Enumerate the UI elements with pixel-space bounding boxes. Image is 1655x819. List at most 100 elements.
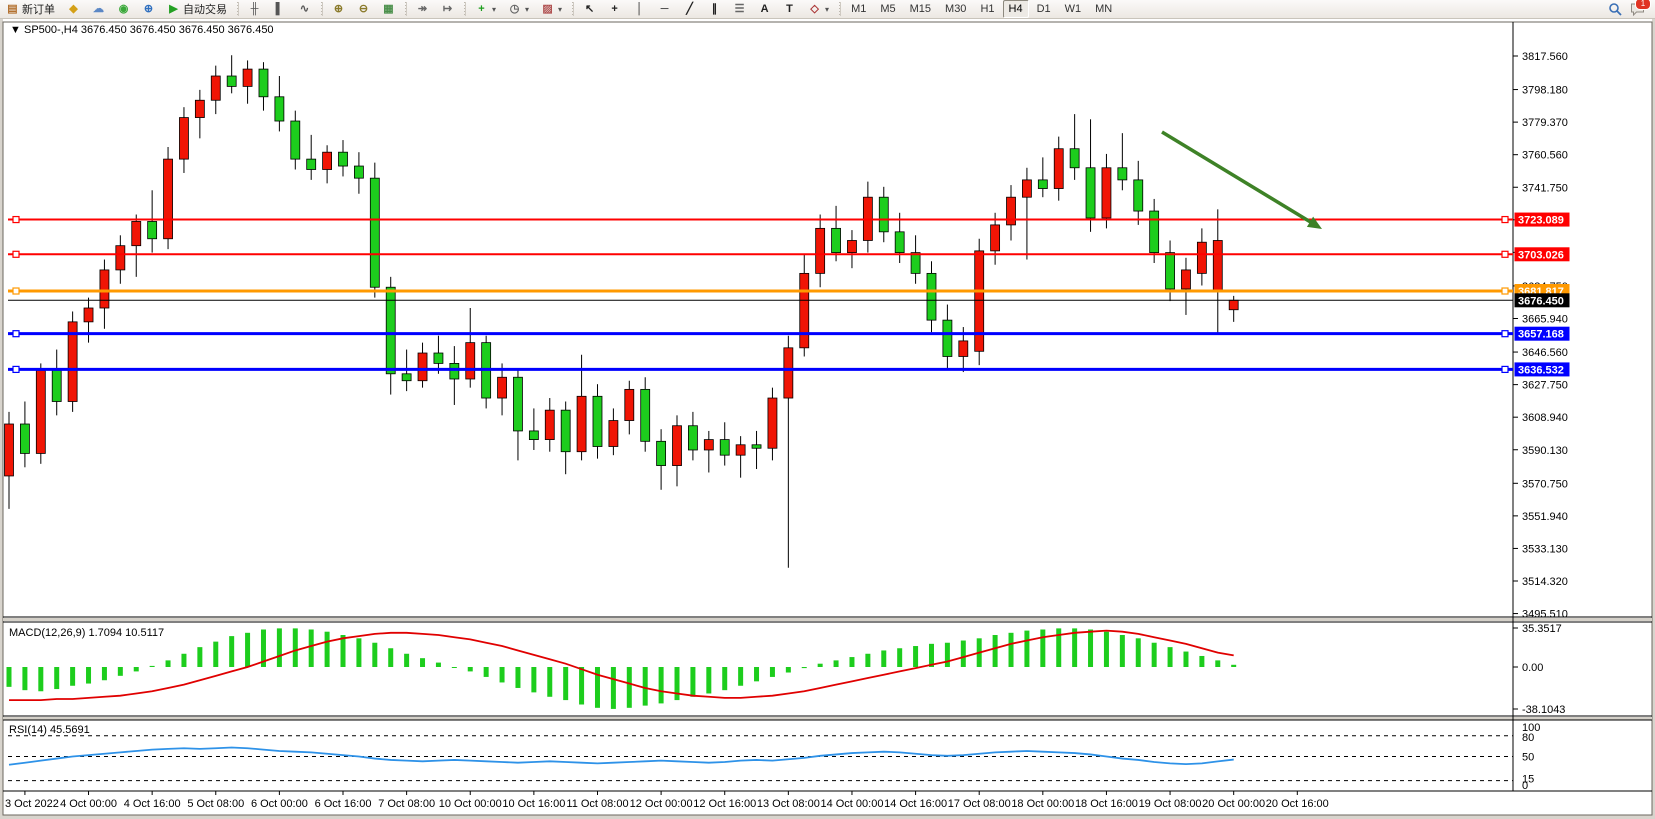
template-button[interactable]: ▨ ▾ [536, 0, 567, 18]
timeframe-button-h1[interactable]: H1 [974, 0, 1000, 18]
candlestick-chart-icon: ▌ [275, 3, 284, 15]
channel-button[interactable]: ∥ [703, 0, 726, 18]
macd-histogram-bar [388, 648, 394, 667]
timeframe-button-m5[interactable]: M5 [874, 0, 901, 18]
macd-histogram-bar [149, 665, 155, 667]
toolbar-group-objects: ↖ + │ ─ ╱ ∥ ☰ A T ◇ ▾ [577, 0, 835, 18]
line-handle[interactable] [1501, 250, 1509, 258]
chart-shift-button[interactable]: ↦ [436, 0, 459, 18]
macd-histogram-bar [356, 638, 362, 667]
timeframe-button-w1[interactable]: W1 [1059, 0, 1088, 18]
line-chart-button[interactable]: ∿ [293, 0, 316, 18]
chevron-down-icon: ▾ [558, 4, 563, 14]
timeframe-button-m1[interactable]: M1 [845, 0, 872, 18]
horizontal-level-line[interactable] [8, 365, 1513, 374]
candlestick-chart-button[interactable]: ▌ [268, 0, 291, 18]
macd-histogram-bar [738, 667, 744, 686]
macd-histogram-bar [229, 636, 235, 667]
autotrading-button[interactable]: ▶ 自动交易 [162, 0, 232, 18]
candle-body [1085, 167, 1096, 219]
macd-histogram-bar [324, 631, 330, 667]
timeframe-button-mn[interactable]: MN [1089, 0, 1118, 18]
label-button[interactable]: T [778, 0, 801, 18]
candle-body [719, 439, 730, 456]
line-handle[interactable] [1501, 365, 1509, 374]
trendline-button[interactable]: ╱ [678, 0, 701, 18]
tile-windows-button[interactable]: ▦ [377, 0, 400, 18]
navigator-button[interactable]: ☁ [87, 0, 110, 18]
cursor-button[interactable]: ↖ [578, 0, 601, 18]
horizontal-level-line[interactable] [8, 287, 1513, 295]
vertical-line-button[interactable]: │ [628, 0, 651, 18]
chevron-down-icon: ▾ [492, 4, 497, 14]
periodicity-button[interactable]: ◷ ▾ [503, 0, 534, 18]
timeframe-button-h4[interactable]: H4 [1002, 0, 1029, 18]
line-handle[interactable] [12, 330, 20, 338]
crosshair-button[interactable]: + [603, 0, 626, 18]
macd-histogram-bar [801, 667, 807, 669]
horizontal-level-line[interactable] [8, 330, 1513, 338]
time-axis[interactable]: 3 Oct 2022 4 Oct 00:00 4 Oct 16:00 5 Oct 08… [5, 791, 1329, 810]
line-handle[interactable] [12, 250, 20, 258]
candle-body [958, 340, 969, 357]
zoom-in-button[interactable]: ⊕ [327, 0, 350, 18]
price-level-label: 3657.168 [1514, 326, 1570, 341]
macd-histogram-bar [117, 667, 123, 676]
horizontal-line-button[interactable]: ─ [653, 0, 676, 18]
new-order-button[interactable]: ▤ 新订单 [1, 0, 60, 18]
time-tick-label: 14 Oct 00:00 [820, 798, 883, 810]
auto-scroll-button[interactable]: ↠ [411, 0, 434, 18]
fibonacci-button[interactable]: ☰ [728, 0, 751, 18]
timeframe-button-m30[interactable]: M30 [939, 0, 972, 18]
line-handle[interactable] [12, 215, 20, 224]
candle-body [1022, 179, 1032, 198]
candle-body [1212, 240, 1223, 292]
line-handle[interactable] [12, 287, 20, 295]
candle-body [385, 286, 396, 375]
chart-frame [0, 18, 1655, 819]
web-terminal-button[interactable]: ⊕ [137, 0, 160, 18]
macd-histogram-bar [435, 662, 441, 667]
timeframe-label: W1 [1064, 3, 1082, 15]
horizontal-level-line[interactable] [8, 215, 1513, 224]
notifications-button[interactable]: 1 [1630, 0, 1651, 16]
text-button[interactable]: A [753, 0, 776, 18]
time-tick-label: 4 Oct 16:00 [124, 798, 181, 810]
toolbar-separator [462, 2, 467, 16]
macd-histogram-bar [754, 667, 760, 682]
candle-body [274, 96, 285, 122]
line-handle[interactable] [1501, 215, 1509, 224]
trend-arrow-annotation[interactable] [1161, 130, 1322, 229]
time-tick-label: 18 Oct 16:00 [1075, 798, 1138, 810]
line-handle[interactable] [12, 365, 20, 374]
market-watch-button[interactable]: ◆ [62, 0, 85, 18]
bar-chart-button[interactable]: ╫ [243, 0, 266, 18]
macd-scale-label: 0.00 [1522, 662, 1543, 674]
timeframe-button-m15[interactable]: M15 [904, 0, 937, 18]
zoom-out-button[interactable]: ⊖ [352, 0, 375, 18]
timeframe-button-d1[interactable]: D1 [1031, 0, 1057, 18]
candle-body [4, 423, 14, 477]
candle-body [1037, 179, 1048, 189]
candle-body [290, 120, 301, 160]
candle-body [528, 430, 539, 440]
line-chart-icon: ∿ [299, 3, 310, 15]
text-icon: A [760, 3, 769, 15]
macd-scale-label: 35.3517 [1522, 623, 1562, 635]
candle-body [1069, 148, 1080, 169]
macd-label: MACD(12,26,9) 1.7094 10.5117 [9, 627, 164, 639]
price-tick-label: 3817.560 [1522, 51, 1568, 63]
arrows-button[interactable]: ◇ ▾ [803, 0, 834, 18]
one-click-trading-toggle[interactable]: ▼ [10, 24, 21, 36]
candle-body [735, 444, 746, 456]
line-handle[interactable] [1501, 330, 1509, 338]
new-chart-button[interactable]: + ▾ [470, 0, 501, 18]
candle-body [83, 307, 94, 323]
horizontal-level-line[interactable] [8, 250, 1513, 258]
search-button[interactable] [1608, 2, 1622, 16]
time-tick-label: 7 Oct 08:00 [378, 798, 435, 810]
price-axis[interactable]: 3817.560 3798.180 3779.370 3760.560 3741.750… [1513, 51, 1570, 621]
line-handle[interactable] [1501, 287, 1509, 295]
signal-button[interactable]: ◉ [112, 0, 135, 18]
macd-histogram-bar [1151, 642, 1157, 667]
